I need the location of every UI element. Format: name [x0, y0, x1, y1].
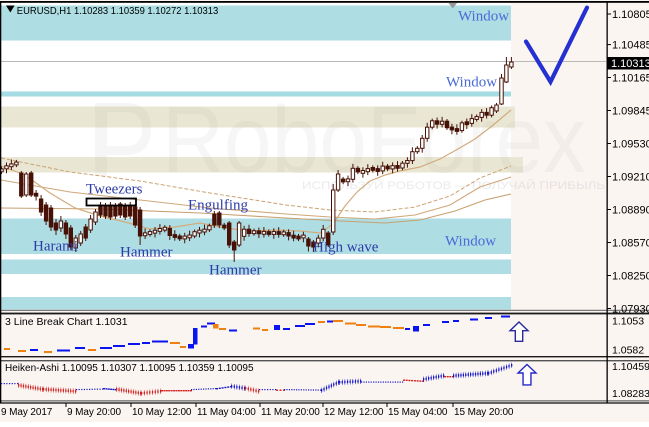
svg-text:11 May 04:00: 11 May 04:00 [197, 407, 256, 418]
svg-text:EURUSD,H1 1.10283 1.10359 1.1: EURUSD,H1 1.10283 1.10359 1.10272 1.1031… [17, 5, 219, 17]
svg-text:Tweezers: Tweezers [86, 182, 143, 198]
svg-text:1.09210: 1.09210 [612, 172, 649, 184]
svg-text:1.09845: 1.09845 [612, 106, 649, 118]
svg-text:1.08250: 1.08250 [612, 271, 649, 283]
svg-text:1.10313: 1.10313 [611, 58, 649, 70]
svg-text:11 May 20:00: 11 May 20:00 [261, 407, 320, 418]
svg-text:1.08283: 1.08283 [612, 388, 649, 400]
svg-text:1.1053: 1.1053 [612, 316, 644, 328]
svg-text:1.10805: 1.10805 [612, 9, 649, 21]
svg-text:15 May 04:00: 15 May 04:00 [388, 407, 448, 418]
svg-text:Window: Window [446, 75, 497, 91]
svg-text:1.10165: 1.10165 [612, 73, 649, 85]
svg-text:Heiken-Ashi 1.10095 1.10307 1.: Heiken-Ashi 1.10095 1.10307 1.10095 1.10… [5, 363, 254, 374]
svg-text:10 May 12:00: 10 May 12:00 [132, 407, 192, 418]
svg-text:1.08890: 1.08890 [612, 205, 649, 217]
svg-text:9 May 2017: 9 May 2017 [1, 407, 53, 418]
svg-text:RoboForex: RoboForex [162, 87, 586, 193]
svg-text:1.07930: 1.07930 [612, 304, 649, 316]
svg-text:12 May 12:00: 12 May 12:00 [324, 407, 384, 418]
svg-text:Harami: Harami [33, 239, 78, 255]
svg-text:ИСПОЛЬЗУЙ РОБОТОВ — ПОЛУЧАЙ ПР: ИСПОЛЬЗУЙ РОБОТОВ — ПОЛУЧАЙ ПРИБЫЛЬ [302, 179, 605, 192]
svg-text:1.10485: 1.10485 [612, 40, 649, 52]
svg-text:1.0582: 1.0582 [612, 345, 644, 357]
svg-text:15 May 20:00: 15 May 20:00 [454, 407, 514, 418]
svg-text:3 Line Break Chart 1.1031: 3 Line Break Chart 1.1031 [5, 316, 128, 328]
svg-text:1.08570: 1.08570 [612, 238, 649, 250]
svg-text:Hammer: Hammer [209, 263, 261, 279]
svg-text:9 May 20:00: 9 May 20:00 [67, 407, 121, 418]
svg-text:Hammer: Hammer [120, 245, 172, 261]
svg-text:Engulfing: Engulfing [188, 198, 248, 214]
svg-text:1.10459: 1.10459 [612, 361, 649, 373]
svg-text:High wave: High wave [313, 240, 379, 256]
svg-text:Window: Window [458, 9, 509, 25]
svg-text:1.09530: 1.09530 [612, 139, 649, 151]
svg-text:Window: Window [445, 234, 496, 250]
